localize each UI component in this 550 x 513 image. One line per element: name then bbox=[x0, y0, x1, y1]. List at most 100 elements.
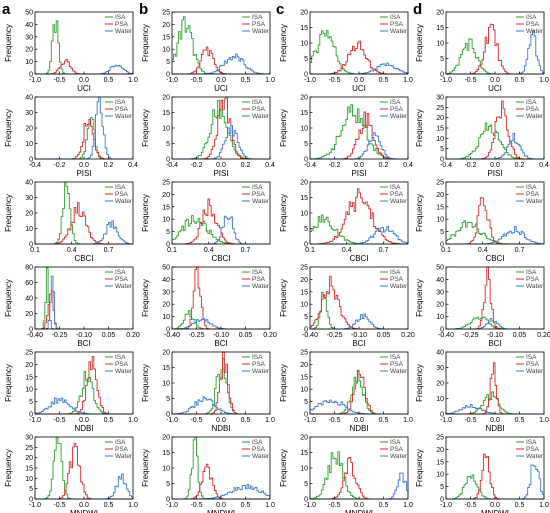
y-axis-title: Frequency bbox=[141, 279, 150, 317]
y-tick-label: 15 bbox=[162, 365, 170, 372]
x-tick-label: -0.40 bbox=[438, 332, 454, 339]
y-tick-label: 10 bbox=[25, 476, 33, 483]
y-tick-label: 20 bbox=[436, 10, 444, 17]
x-tick-label: -0.10 bbox=[351, 332, 367, 339]
series-water-line bbox=[172, 126, 270, 159]
y-tick-label: 10 bbox=[436, 217, 444, 224]
legend-entry-psa: PSA bbox=[115, 191, 129, 198]
y-tick-label: 20 bbox=[436, 381, 444, 388]
legend-entry-isa: ISA bbox=[390, 439, 401, 446]
x-tick-label: 0.5 bbox=[515, 77, 525, 84]
y-tick-label: 10 bbox=[300, 126, 308, 133]
x-tick-label: 0.0 bbox=[216, 162, 226, 169]
y-axis-title: Frequency bbox=[415, 109, 424, 147]
legend-entry-isa: ISA bbox=[390, 184, 401, 191]
y-tick-label: 15 bbox=[300, 450, 308, 457]
x-tick-label: -1.0 bbox=[304, 77, 316, 84]
x-tick-label: 0.0 bbox=[216, 502, 226, 509]
y-tick-label: 20 bbox=[436, 302, 444, 309]
legend-entry-psa: PSA bbox=[526, 191, 540, 198]
y-tick-label: 15 bbox=[300, 110, 308, 117]
x-tick-label: 0.0 bbox=[354, 77, 364, 84]
y-tick-label: 40 bbox=[436, 350, 444, 357]
x-tick-label: 0.4 bbox=[403, 162, 413, 169]
x-tick-label: -0.5 bbox=[190, 417, 202, 424]
x-axis-title: BCI bbox=[352, 339, 365, 348]
x-tick-label: 0.05 bbox=[102, 332, 116, 339]
y-tick-label: 30 bbox=[436, 289, 444, 296]
series-isa-line bbox=[446, 392, 544, 414]
x-tick-label: 0.4 bbox=[204, 247, 214, 254]
y-tick-label: 15 bbox=[162, 204, 170, 211]
x-tick-label: -0.5 bbox=[53, 502, 65, 509]
x-tick-label: 1.0 bbox=[403, 502, 413, 509]
y-tick-label: 20 bbox=[162, 350, 170, 357]
y-tick-label: 15 bbox=[436, 126, 444, 133]
y-tick-label: 10 bbox=[162, 47, 170, 54]
y-tick-label: 40 bbox=[25, 296, 33, 303]
legend-entry-psa: PSA bbox=[390, 446, 404, 453]
legend-entry-psa: PSA bbox=[252, 106, 266, 113]
legend-entry-water: Water bbox=[390, 283, 408, 290]
y-tick-label: 15 bbox=[436, 459, 444, 466]
y-axis-title: Frequency bbox=[141, 109, 150, 147]
y-tick-label: 15 bbox=[436, 25, 444, 32]
x-tick-label: 1.0 bbox=[265, 502, 275, 509]
legend-entry-psa: PSA bbox=[115, 106, 129, 113]
x-tick-label: -1.0 bbox=[304, 502, 316, 509]
y-tick-label: 25 bbox=[300, 265, 308, 272]
x-tick-label: -0.5 bbox=[464, 502, 476, 509]
y-tick-label: 25 bbox=[162, 180, 170, 187]
legend-entry-psa: PSA bbox=[115, 21, 129, 28]
y-tick-label: 40 bbox=[25, 95, 33, 102]
x-tick-label: 0.4 bbox=[128, 162, 138, 169]
y-tick-label: 15 bbox=[162, 450, 170, 457]
y-tick-label: 20 bbox=[436, 192, 444, 199]
legend-entry-water: Water bbox=[115, 28, 133, 35]
x-tick-label: -0.25 bbox=[52, 332, 68, 339]
x-tick-label: 0.0 bbox=[354, 417, 364, 424]
y-tick-label: 20 bbox=[300, 10, 308, 17]
x-axis-title: PISI bbox=[487, 169, 502, 178]
legend-entry-psa: PSA bbox=[252, 361, 266, 368]
legend-entry-water: Water bbox=[252, 453, 270, 460]
x-tick-label: 0.4 bbox=[67, 247, 77, 254]
y-tick-label: 40 bbox=[436, 277, 444, 284]
x-tick-label: 0.05 bbox=[239, 332, 253, 339]
legend-entry-water: Water bbox=[252, 113, 270, 120]
legend-entry-psa: PSA bbox=[390, 191, 404, 198]
y-tick-label: 50 bbox=[25, 10, 33, 17]
x-axis-title: BCI bbox=[488, 339, 501, 348]
y-tick-label: 10 bbox=[162, 381, 170, 388]
legend-entry-psa: PSA bbox=[252, 276, 266, 283]
series-psa-line bbox=[446, 454, 544, 499]
x-tick-label: 1.0 bbox=[265, 77, 275, 84]
legend-entry-psa: PSA bbox=[390, 106, 404, 113]
x-tick-label: -1.0 bbox=[304, 417, 316, 424]
y-tick-label: 15 bbox=[25, 374, 33, 381]
legend-entry-psa: PSA bbox=[526, 446, 540, 453]
legend-entry-water: Water bbox=[390, 113, 408, 120]
column-label-d: d bbox=[413, 2, 422, 17]
legend-entry-isa: ISA bbox=[252, 184, 263, 191]
y-axis-title: Frequency bbox=[415, 364, 424, 402]
x-tick-label: -0.4 bbox=[29, 162, 41, 169]
x-axis-title: MNDWI bbox=[481, 509, 509, 513]
x-tick-label: -0.5 bbox=[53, 417, 65, 424]
series-isa-line bbox=[310, 372, 408, 414]
column-label-b: b bbox=[139, 2, 148, 17]
series-psa-line bbox=[172, 47, 270, 74]
x-tick-label: -0.5 bbox=[464, 77, 476, 84]
series-isa-line bbox=[172, 311, 270, 329]
legend-entry-water: Water bbox=[252, 198, 270, 205]
y-tick-label: 50 bbox=[436, 265, 444, 272]
y-tick-label: 5 bbox=[166, 229, 170, 236]
y-tick-label: 30 bbox=[162, 289, 170, 296]
x-tick-label: -0.4 bbox=[304, 162, 316, 169]
legend-entry-water: Water bbox=[526, 453, 544, 460]
legend-entry-water: Water bbox=[526, 198, 544, 205]
y-tick-label: 30 bbox=[25, 195, 33, 202]
y-tick-label: 20 bbox=[300, 435, 308, 442]
legend-entry-isa: ISA bbox=[526, 269, 537, 276]
